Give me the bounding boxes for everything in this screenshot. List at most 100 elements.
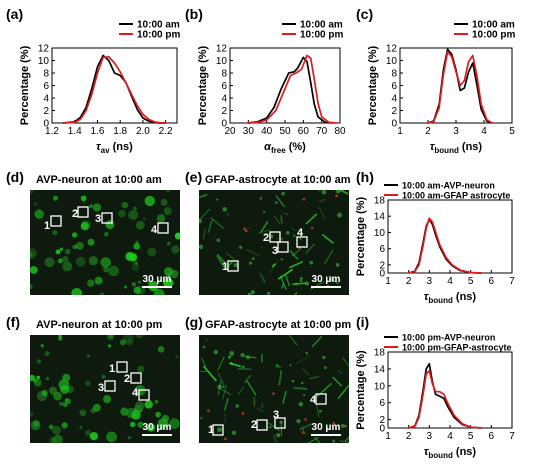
astro-soma [213, 349, 219, 355]
process-fiber [208, 219, 213, 229]
cell-blob [135, 335, 144, 339]
y-tick-label-a: 12 [38, 44, 50, 55]
roi-label-f-2: 2 [124, 373, 130, 385]
x-axis-label-i: τbound (ns) [424, 446, 476, 460]
cell-blob [33, 202, 38, 207]
legend-label-b: 10:00 pm [300, 30, 343, 41]
cell-blob [126, 338, 134, 346]
panel-label-g: (g) [185, 314, 203, 330]
roi-box-d-2 [77, 206, 89, 218]
process-fiber [226, 252, 236, 261]
cell-blob [84, 429, 91, 436]
astro-soma [280, 258, 283, 261]
cell-blob [133, 206, 137, 211]
panel-label-e: (e) [185, 169, 202, 185]
cell-blob [120, 339, 126, 346]
cell-blob [127, 436, 131, 440]
y-tick-label-i: 14 [374, 364, 386, 375]
red-spot [332, 421, 336, 425]
red-spot [310, 226, 314, 230]
x-tick-label-a: 2.0 [136, 126, 150, 137]
cell-blob [88, 256, 98, 266]
y-tick-label-a: 0 [43, 119, 49, 130]
cell-blob [100, 292, 104, 295]
process-fiber [305, 242, 316, 254]
astro-soma [279, 420, 283, 424]
process-fiber [259, 272, 266, 283]
cell-blob [166, 190, 171, 193]
process-fiber [216, 253, 229, 267]
roi-label-e-2: 2 [263, 232, 269, 244]
astro-soma [335, 263, 340, 267]
x-tick-label-b: 30 [243, 126, 255, 137]
cell-blob [139, 402, 145, 408]
x-tick-label-c: 3 [453, 126, 459, 137]
cell-blob [160, 198, 168, 206]
cell-blob [120, 407, 129, 416]
process-fiber [222, 384, 228, 400]
process-fiber [321, 233, 334, 245]
cell-blob [104, 231, 109, 237]
process-fiber [277, 268, 294, 280]
process-fiber [278, 370, 283, 386]
process-fiber [332, 376, 343, 387]
red-spot [207, 409, 210, 413]
process-fiber [237, 385, 245, 396]
x-tick-label-h: 7 [509, 276, 515, 287]
series-line-c-pm [427, 50, 494, 124]
process-fiber [223, 412, 227, 424]
process-fiber [246, 380, 257, 396]
cell-blob [137, 421, 144, 428]
cell-blob [106, 335, 115, 341]
cell-blob [163, 206, 172, 216]
cell-blob [44, 351, 50, 356]
astro-soma [248, 261, 253, 265]
astro-soma [229, 361, 233, 366]
roi-label-d-1: 1 [44, 220, 50, 232]
process-fiber [268, 422, 280, 432]
cell-blob [170, 269, 179, 279]
cell-blob [108, 265, 119, 277]
plot-frame-b [229, 47, 341, 124]
astro-soma [269, 425, 272, 429]
legend-label-a: 10:00 am [137, 20, 180, 31]
y-tick-label-c: 12 [386, 44, 398, 55]
cell-blob [58, 335, 62, 338]
series-line-b-pm [247, 54, 338, 124]
cell-blob [92, 403, 101, 412]
cell-blob [59, 402, 63, 406]
process-fiber [256, 407, 264, 413]
cell-blob [171, 245, 180, 254]
roi-box-e-3 [277, 241, 289, 253]
process-fiber [337, 370, 343, 374]
astro-soma [199, 244, 204, 250]
cell-blob [71, 288, 83, 295]
astro-soma [240, 353, 245, 358]
roi-label-e-1: 1 [222, 261, 228, 273]
astro-soma [222, 207, 227, 212]
cell-blob [142, 217, 146, 221]
cell-blob [161, 414, 170, 422]
y-tick-label-a: 6 [43, 81, 49, 92]
cell-blob [72, 244, 78, 250]
astro-soma [304, 281, 310, 286]
astro-soma [263, 211, 266, 214]
y-axis-label-b: Percentage (%) [197, 45, 209, 125]
y-tick-label-h: 2 [379, 260, 385, 271]
panel-label-i: (i) [356, 314, 369, 330]
cell-blob [30, 266, 38, 274]
cell-blob [30, 248, 37, 259]
cell-blob [30, 190, 34, 194]
y-tick-label-h: 14 [374, 212, 386, 223]
astro-soma [200, 416, 203, 420]
roi-box-f-1 [116, 361, 128, 373]
cell-blob [137, 280, 142, 284]
cell-blob [131, 282, 137, 287]
roi-box-g-4 [315, 393, 327, 405]
astro-soma [309, 260, 314, 265]
x-tick-label-a: 1.2 [45, 126, 59, 137]
process-fiber [273, 215, 281, 225]
astro-soma [299, 237, 302, 240]
